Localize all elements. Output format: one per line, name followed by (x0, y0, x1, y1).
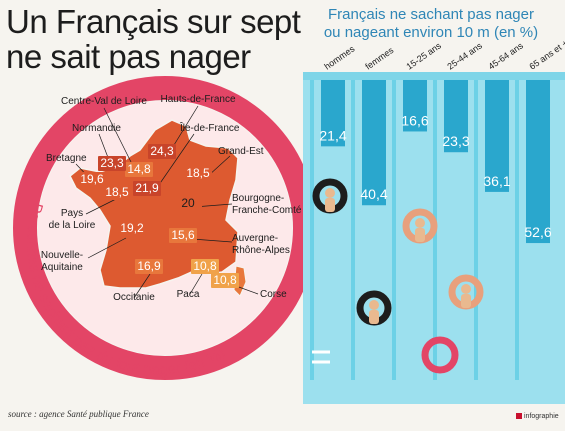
region-leader (133, 273, 151, 299)
region-value: 21,9 (135, 181, 159, 195)
region-label: Bourgogne-Franche-Comté (232, 193, 302, 216)
title-line-1: Un Français sur sept (6, 3, 301, 40)
region-value-box (133, 181, 161, 196)
bar-value: 40,4 (360, 186, 387, 202)
region-label: Nouvelle-Aquitaine (41, 250, 83, 273)
title-line-2: ne sait pas nager (6, 38, 251, 75)
region-value: 10,8 (193, 259, 217, 273)
pool-chart-title-line-1: Français ne sachant pas nager (328, 6, 534, 23)
region-label: Hauts-de-France (160, 94, 235, 105)
bar (526, 80, 550, 244)
bar-value: 23,3 (442, 133, 469, 149)
swimmer-body (415, 228, 425, 242)
bar-value: 16,6 (401, 112, 428, 128)
pool-chart-title: Français ne sachant pas nager ou nageant… (300, 6, 562, 42)
bar-category-label: 15-25 ans (404, 40, 443, 71)
lane-line (392, 80, 396, 380)
region-value: 16,9 (137, 259, 161, 273)
lane-line (474, 80, 478, 380)
bar-category-label: femmes (363, 45, 395, 72)
swimmer-head (415, 218, 425, 228)
bar-category-label: hommes (322, 43, 356, 71)
bar-value: 52,6 (524, 224, 551, 240)
bar-value: 36,1 (483, 173, 510, 189)
region-leader (189, 273, 203, 295)
bar-value: 21,4 (319, 127, 346, 143)
region-label: Pays de la Loire (49, 208, 96, 231)
bar-category-label: 45-64 ans (486, 40, 525, 71)
pool-chart-title-line-2: ou nageant environ 10 m (en %) (323, 24, 539, 41)
region-leader (85, 197, 119, 215)
region-label: Bretagne (46, 153, 87, 164)
swimmer-body (461, 294, 471, 308)
region-value-box (191, 259, 219, 274)
region-leader (191, 238, 233, 243)
region-label: Occitanie (113, 292, 155, 303)
swimmer-head (461, 284, 471, 294)
pool-edge (303, 72, 565, 80)
region-value-box (78, 172, 106, 187)
region-value: 18,5 (186, 166, 210, 180)
france-map (69, 119, 239, 289)
region-label: Grand-Est (218, 146, 264, 157)
region-label: Corse (260, 289, 287, 300)
region-value: 19,6 (80, 172, 104, 186)
region-value-box (174, 196, 202, 211)
region-value: 14,8 (127, 162, 151, 176)
swimmer-body (325, 198, 335, 212)
region-leader (235, 285, 259, 295)
bar-category-label: 65 ans et + (527, 38, 565, 72)
swimmer-body (369, 310, 379, 324)
region-value: 19,2 (120, 221, 144, 235)
bar-category-label: 25-44 ans (445, 40, 484, 71)
region-leader (87, 237, 127, 259)
region-value-box (125, 162, 153, 177)
region-label: Auvergne-Rhône-Alpes (232, 233, 290, 256)
bar (403, 80, 427, 132)
region-value: 23,3 (100, 156, 124, 170)
lane-line (310, 80, 314, 380)
region-value-box (169, 228, 197, 243)
region-value: 20 (181, 196, 195, 210)
source-note: source : agence Santé publique France (8, 409, 149, 419)
infographie-logo: infographie (516, 413, 559, 420)
region-label: Normandie (72, 123, 121, 134)
lane-line (351, 80, 355, 380)
region-value: 18,5 (105, 185, 129, 199)
lane-line (515, 80, 519, 380)
region-value: 15,6 (171, 228, 195, 242)
page-title: Un Français sur sept ne sait pas nager (6, 3, 301, 75)
bar (444, 80, 468, 153)
swimmer-head (325, 188, 335, 198)
region-value-box (135, 259, 163, 274)
bar (321, 80, 345, 147)
logo-text: infographie (524, 413, 559, 420)
region-value: 10,8 (213, 273, 237, 287)
region-value-box (118, 221, 146, 236)
swimmer-head (369, 300, 379, 310)
region-label: Centre-Val de Loire (61, 96, 147, 107)
region-value: 24,3 (150, 144, 174, 158)
region-value-box (184, 166, 212, 181)
lifebuoy (421, 336, 459, 374)
region-value-box (103, 185, 131, 200)
region-label: Paca (177, 289, 200, 300)
region-label: Île-de-France (179, 121, 240, 134)
bar (362, 80, 386, 206)
region-value-box (148, 144, 176, 159)
region-value-box (211, 273, 239, 288)
bar (485, 80, 509, 192)
region-value-box (98, 156, 126, 171)
